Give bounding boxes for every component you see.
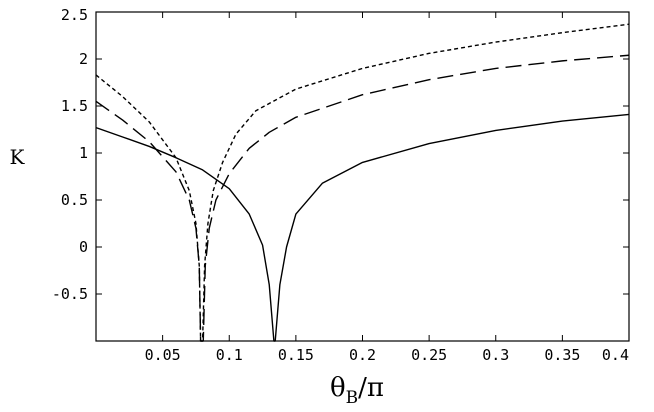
y-tick-label: 0.5 [61, 191, 88, 209]
series-line-solid [95, 113, 630, 342]
x-axis-label: θB/π [330, 373, 384, 408]
y-axis-label: K [10, 145, 26, 169]
x-tick-label: 0.3 [482, 346, 509, 364]
svg-text:θB/π: θB/π [330, 373, 384, 408]
plot-frame [95, 11, 630, 342]
series-line-dashed [95, 54, 630, 342]
y-tick-label: 1 [79, 144, 88, 162]
series-line-dotted [95, 23, 630, 342]
series-group [95, 23, 630, 342]
x-axis-label-main: θ [330, 373, 346, 403]
x-axis-label-subscript: B [346, 388, 359, 408]
y-tick-label: -0.5 [52, 285, 88, 303]
y-tick-label: 0 [79, 238, 88, 256]
x-tick-label: 0.4 [602, 346, 629, 364]
x-tick-label: 0.25 [411, 346, 447, 364]
ticks: 0.05 0.1 0.15 0.2 0.25 0.3 0.35 0.4 -0.5 0 0.5 1 1.5… [52, 6, 630, 364]
y-tick-label: 2.5 [61, 6, 88, 24]
x-tick-label: 0.1 [216, 346, 243, 364]
x-axis-label-tail: /π [358, 373, 384, 403]
x-tick-label: 0.15 [278, 346, 314, 364]
x-tick-label: 0.2 [349, 346, 376, 364]
y-tick-label: 2 [79, 50, 88, 68]
x-tick-label: 0.35 [544, 346, 580, 364]
x-tick-label: 0.05 [145, 346, 181, 364]
y-tick-label: 1.5 [61, 97, 88, 115]
